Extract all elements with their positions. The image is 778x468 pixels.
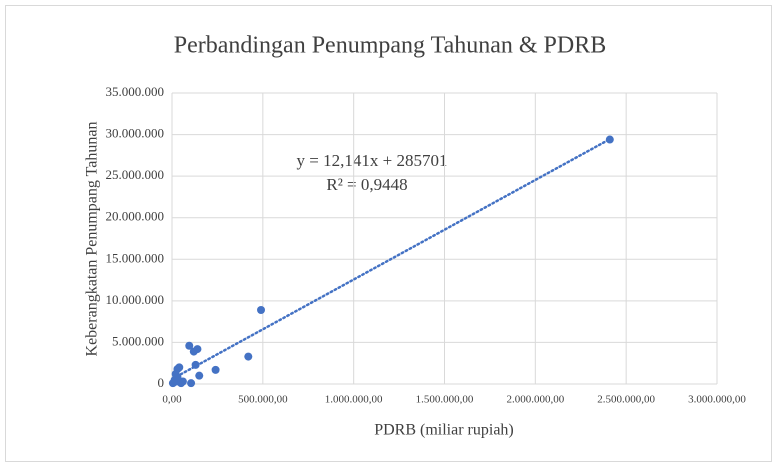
y-tick-label: 35.000.000 bbox=[106, 84, 165, 99]
trend-equation: y = 12,141x + 285701 bbox=[297, 151, 448, 170]
x-tick-label: 3.000.000,00 bbox=[688, 394, 746, 406]
y-tick-label: 5.000.000 bbox=[112, 333, 164, 348]
y-tick-label: 30.000.000 bbox=[106, 126, 165, 141]
x-tick-label: 2.000.000,00 bbox=[506, 394, 564, 406]
y-tick-label: 10.000.000 bbox=[106, 292, 165, 307]
point bbox=[185, 341, 194, 350]
chart-frame bbox=[5, 5, 772, 462]
point bbox=[191, 360, 200, 369]
x-axis-label: PDRB (miliar rupiah) bbox=[374, 422, 514, 439]
chart-title: Perbandingan Penumpang Tahunan & PDRB bbox=[174, 33, 607, 59]
point bbox=[605, 135, 614, 144]
x-tick-label: 500.000,00 bbox=[238, 394, 288, 406]
point bbox=[189, 347, 198, 356]
x-tick-label: 2.500.000,00 bbox=[597, 394, 655, 406]
x-tick-label: 0,00 bbox=[162, 394, 182, 406]
point bbox=[177, 379, 186, 388]
y-axis-label: Keberangkatan Penumpang Tahunan bbox=[84, 122, 101, 357]
trend-r-squared: R² = 0,9448 bbox=[326, 175, 407, 194]
point bbox=[187, 379, 196, 388]
point bbox=[244, 352, 253, 361]
y-tick-label: 25.000.000 bbox=[106, 167, 165, 182]
y-tick-label: 0 bbox=[158, 375, 165, 390]
trendline bbox=[171, 137, 612, 380]
point bbox=[257, 306, 266, 315]
point bbox=[211, 365, 220, 374]
point bbox=[195, 371, 204, 380]
y-tick-label: 20.000.000 bbox=[106, 209, 165, 224]
y-tick-label: 15.000.000 bbox=[106, 250, 165, 265]
x-tick-label: 1.500.000,00 bbox=[416, 394, 474, 406]
x-tick-label: 1.000.000,00 bbox=[325, 394, 383, 406]
point bbox=[173, 373, 182, 382]
